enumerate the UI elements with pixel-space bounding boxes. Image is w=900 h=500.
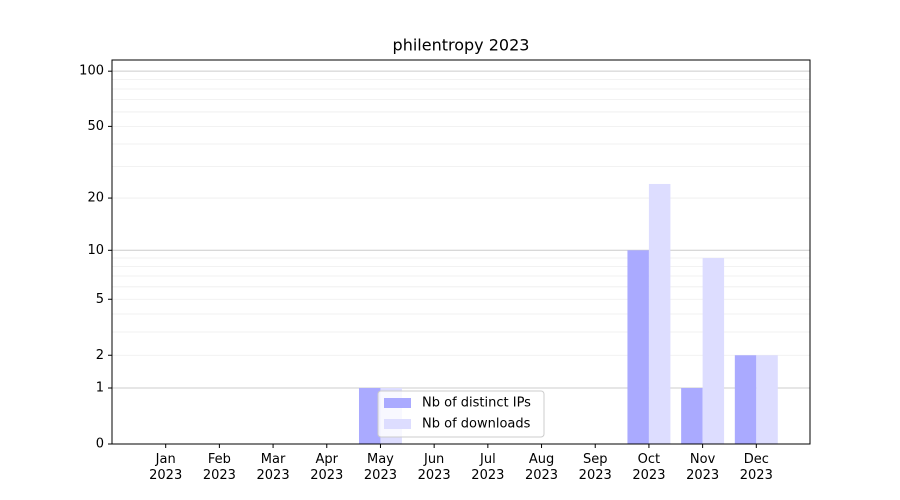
- x-tick-label: Jun 2023: [417, 452, 451, 483]
- bar: [756, 355, 778, 444]
- bar: [681, 388, 703, 444]
- chart-title: philentropy 2023: [393, 36, 530, 55]
- y-tick-label: 2: [96, 348, 104, 363]
- bar: [648, 183, 671, 444]
- bar: [702, 257, 725, 444]
- x-tick-label: Dec 2023: [739, 452, 773, 483]
- x-tick-label: Nov 2023: [686, 452, 720, 483]
- x-tick-label: May 2023: [363, 452, 397, 483]
- y-tick-label: 1: [96, 381, 104, 396]
- bar: [358, 388, 381, 444]
- x-tick-label: Apr 2023: [310, 452, 344, 483]
- x-tick-label: Feb 2023: [202, 452, 236, 483]
- legend-swatch: [384, 419, 411, 429]
- x-tick-label: Jul 2023: [471, 452, 505, 483]
- y-tick-label: 0: [96, 437, 104, 452]
- x-tick-label: Aug 2023: [524, 452, 559, 483]
- y-tick-label: 50: [87, 119, 104, 134]
- legend-label: Nb of downloads: [422, 417, 531, 432]
- legend-label: Nb of distinct IPs: [422, 396, 531, 411]
- x-tick-label: Jan 2023: [149, 452, 183, 483]
- x-tick-label: Mar 2023: [256, 452, 290, 483]
- y-tick-label: 5: [96, 292, 104, 307]
- legend-swatch: [384, 398, 411, 408]
- y-tick-label: 20: [87, 191, 104, 206]
- y-tick-label: 10: [87, 243, 104, 258]
- y-tick-label: 100: [79, 64, 104, 79]
- bar: [627, 250, 649, 444]
- x-tick-label: Sep 2023: [578, 452, 612, 483]
- bar: [734, 355, 757, 444]
- legend-box: [377, 390, 545, 438]
- plot-frame: [111, 59, 811, 445]
- x-tick-label: Oct 2023: [632, 452, 666, 483]
